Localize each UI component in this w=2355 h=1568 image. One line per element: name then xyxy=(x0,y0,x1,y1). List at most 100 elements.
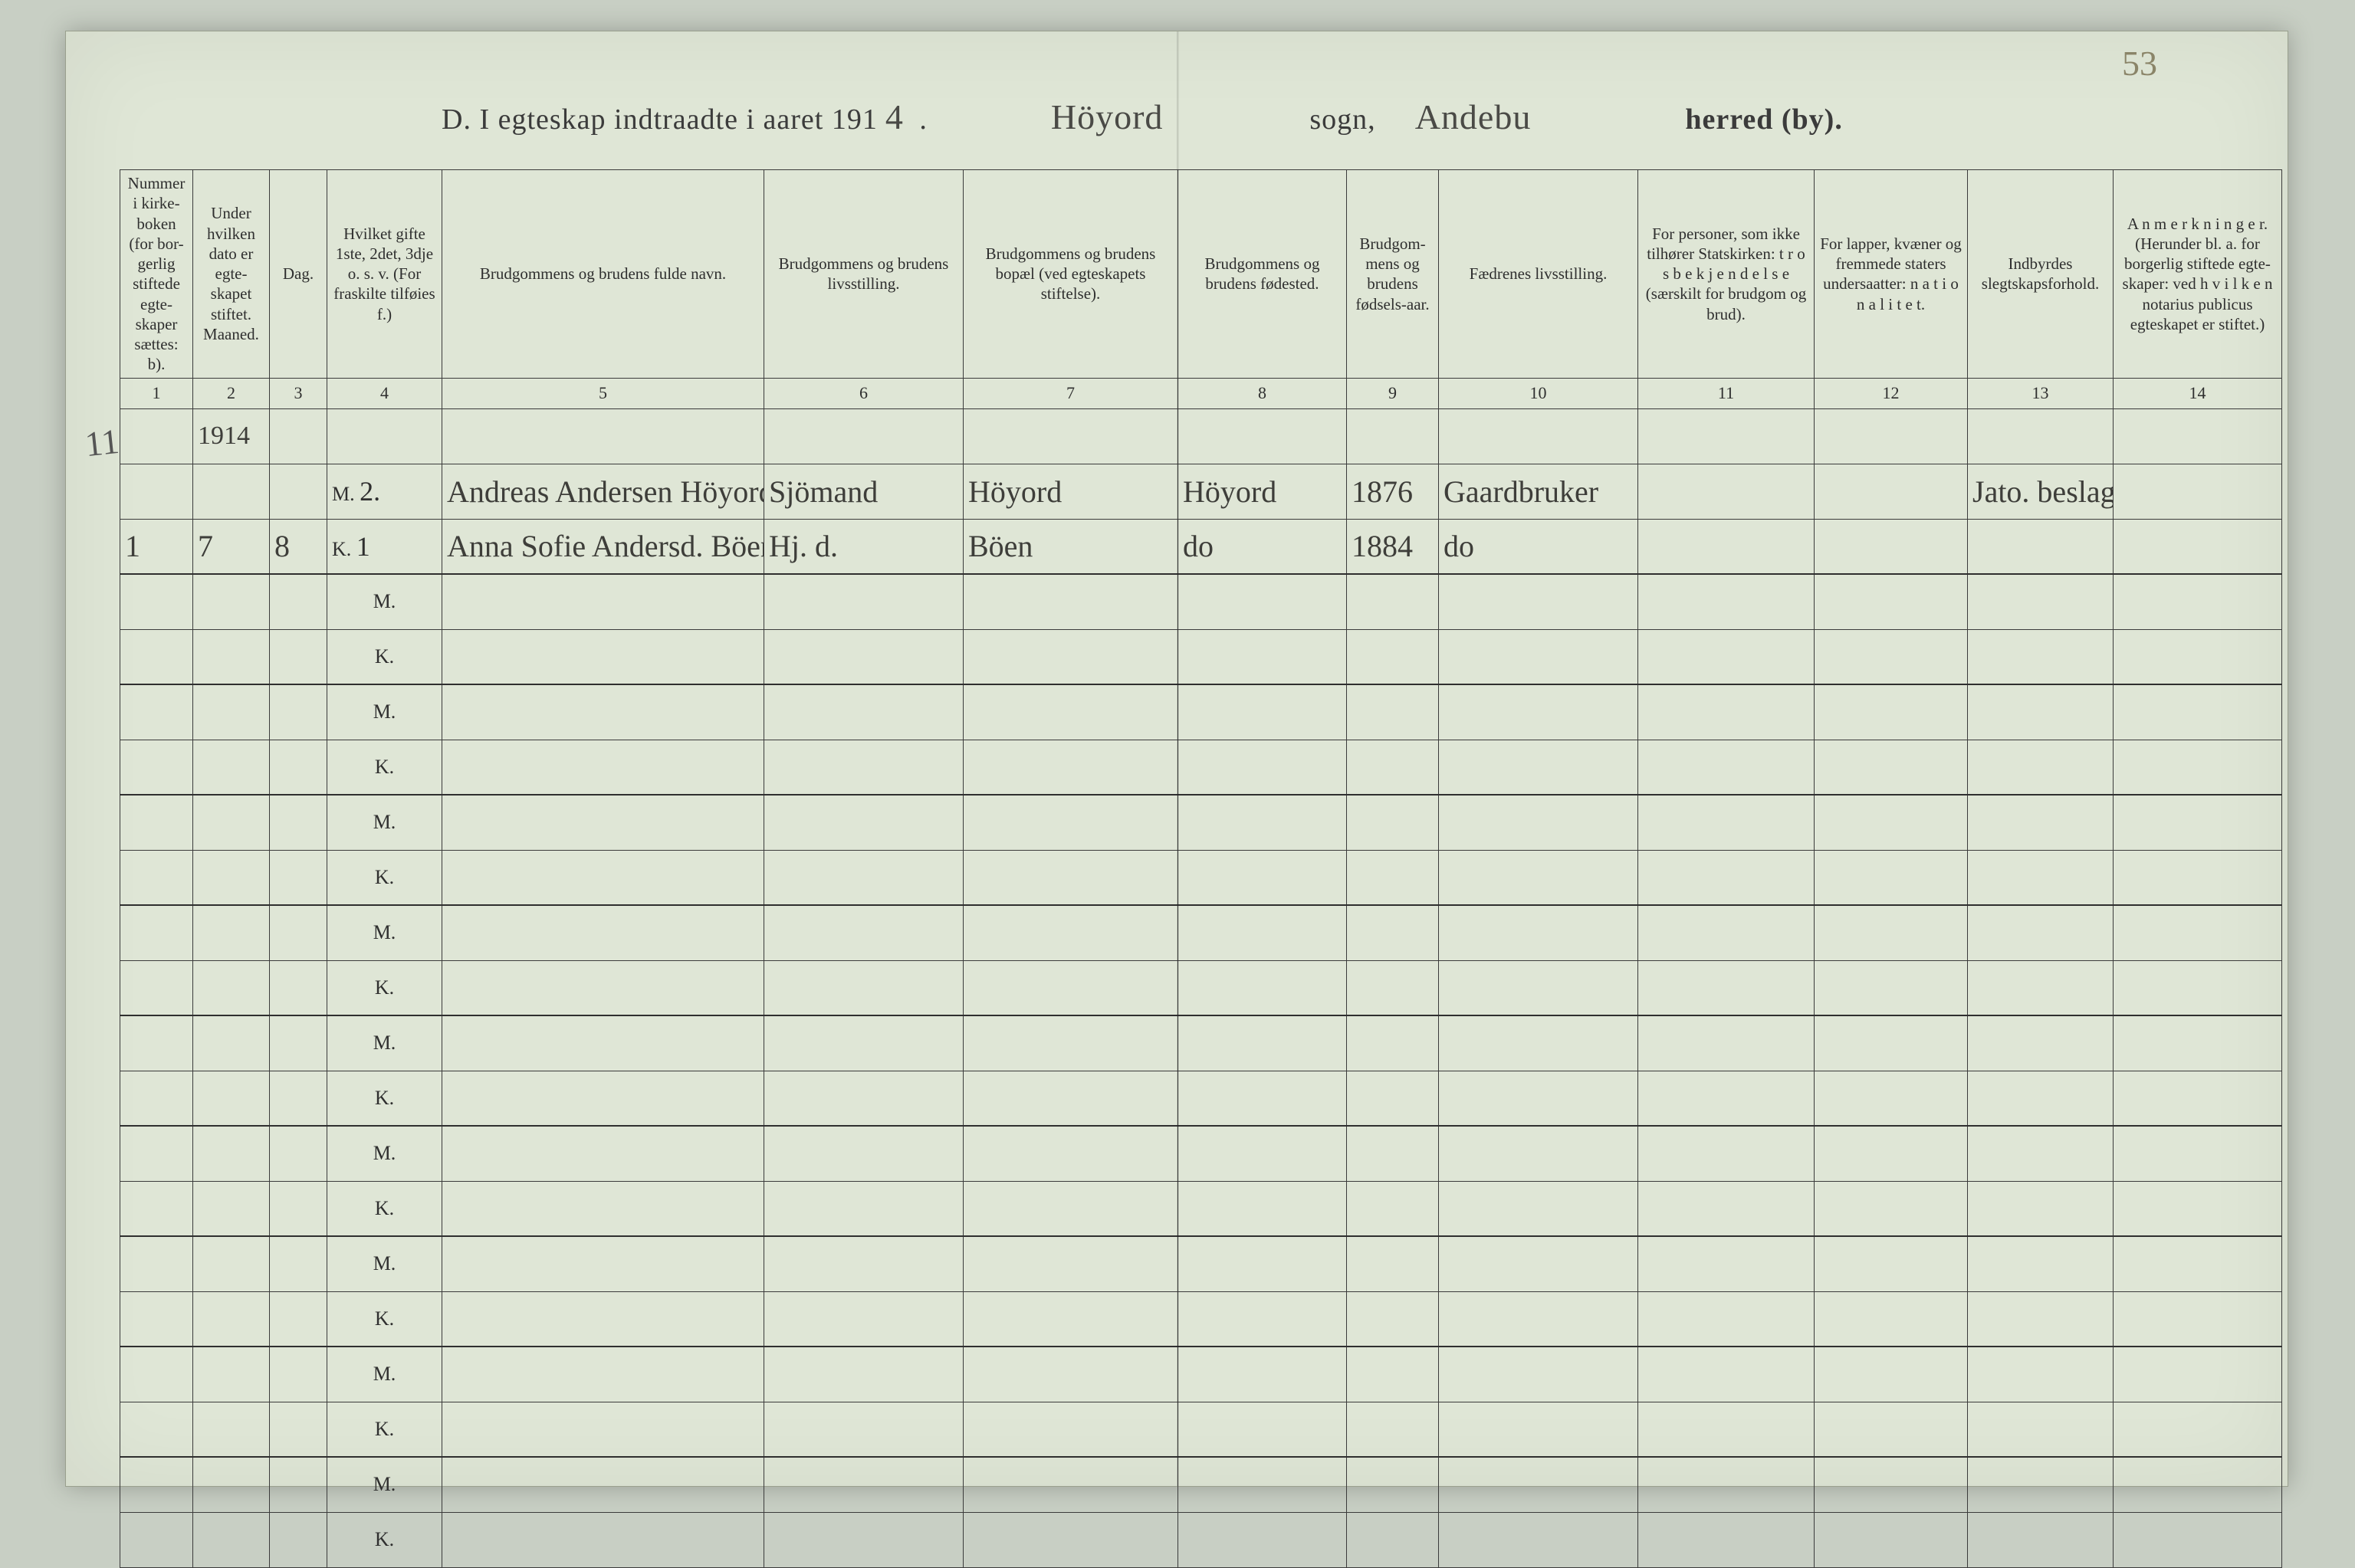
cell xyxy=(327,408,442,464)
table-row-empty: M. xyxy=(120,684,2282,740)
cell xyxy=(1347,795,1439,850)
cell xyxy=(1178,629,1347,684)
cell xyxy=(1815,905,1968,960)
cell xyxy=(270,1126,327,1181)
cell xyxy=(193,574,270,629)
cell xyxy=(1439,408,1638,464)
cell-gifte: M. 2. xyxy=(327,464,442,519)
cell xyxy=(1347,850,1439,905)
col-header: Brudgommens og brudens fødested. xyxy=(1178,170,1347,379)
cell xyxy=(964,1347,1178,1402)
cell xyxy=(964,629,1178,684)
col-number: 4 xyxy=(327,378,442,408)
cell xyxy=(1815,684,1968,740)
col-header: Brudgom-mens og brudens fødsels-aar. xyxy=(1347,170,1439,379)
cell xyxy=(193,1347,270,1402)
cell xyxy=(2114,574,2282,629)
cell xyxy=(1815,740,1968,795)
cell xyxy=(764,1126,964,1181)
cell xyxy=(2114,408,2282,464)
cell xyxy=(964,795,1178,850)
cell xyxy=(1638,1291,1815,1347)
table-row-empty: M. xyxy=(120,795,2282,850)
cell xyxy=(1178,740,1347,795)
col-header: Indbyrdes slegtskapsforhold. xyxy=(1968,170,2114,379)
cell xyxy=(1638,795,1815,850)
cell-mk: K. xyxy=(327,960,442,1015)
cell xyxy=(2114,1071,2282,1126)
cell xyxy=(1815,1402,1968,1457)
col-number: 10 xyxy=(1439,378,1638,408)
cell xyxy=(764,629,964,684)
cell xyxy=(1439,905,1638,960)
cell xyxy=(2114,795,2282,850)
table-row-empty: M. xyxy=(120,1236,2282,1291)
cell xyxy=(1968,1402,2114,1457)
cell xyxy=(1178,1347,1347,1402)
cell xyxy=(1178,1015,1347,1071)
cell xyxy=(2114,1512,2282,1567)
col-number: 5 xyxy=(442,378,764,408)
document-title: D. I egteskap indtraadte i aaret 1914 . … xyxy=(66,97,2288,137)
cell xyxy=(1178,850,1347,905)
col-header: Brudgommens og brudens bopæl (ved egtesk… xyxy=(964,170,1178,379)
cell xyxy=(442,1291,764,1347)
cell xyxy=(1638,1402,1815,1457)
cell xyxy=(270,960,327,1015)
cell xyxy=(1815,1015,1968,1071)
cell-mk: M. xyxy=(327,905,442,960)
cell xyxy=(270,1291,327,1347)
cell xyxy=(1178,684,1347,740)
cell xyxy=(1178,1126,1347,1181)
cell xyxy=(1638,464,1815,519)
cell xyxy=(1638,960,1815,1015)
cell-aar: 1884 xyxy=(1347,519,1439,574)
cell xyxy=(764,795,964,850)
col-header: For personer, som ikke tilhører Statskir… xyxy=(1638,170,1815,379)
cell xyxy=(120,1126,193,1181)
cell xyxy=(1347,629,1439,684)
cell xyxy=(1178,1402,1347,1457)
cell xyxy=(1347,1512,1439,1567)
cell xyxy=(120,1071,193,1126)
cell xyxy=(442,960,764,1015)
cell xyxy=(193,905,270,960)
cell xyxy=(764,1071,964,1126)
col-header: Under hvilken dato er egte-skapet stifte… xyxy=(193,170,270,379)
cell-mk: M. xyxy=(327,795,442,850)
cell xyxy=(120,1015,193,1071)
cell xyxy=(1439,1236,1638,1291)
cell xyxy=(964,1402,1178,1457)
cell xyxy=(964,1071,1178,1126)
cell-name: Anna Sofie Andersd. Böen xyxy=(442,519,764,574)
cell xyxy=(1968,1181,2114,1236)
cell xyxy=(1178,960,1347,1015)
year-row: 1914 xyxy=(120,408,2282,464)
table-row-empty: M. xyxy=(120,1457,2282,1512)
cell xyxy=(1968,740,2114,795)
table-body: 1914M. 2.Andreas Andersen HöyordSjömandH… xyxy=(120,408,2282,1567)
cell xyxy=(1347,960,1439,1015)
cell xyxy=(764,1015,964,1071)
cell xyxy=(442,1457,764,1512)
cell xyxy=(193,1126,270,1181)
cell xyxy=(1347,684,1439,740)
cell xyxy=(1439,850,1638,905)
cell xyxy=(1178,574,1347,629)
col-number: 14 xyxy=(2114,378,2282,408)
cell xyxy=(1968,850,2114,905)
cell xyxy=(1638,1181,1815,1236)
cell xyxy=(442,1126,764,1181)
cell xyxy=(1815,795,1968,850)
cell xyxy=(1815,960,1968,1015)
cell xyxy=(442,850,764,905)
cell-month xyxy=(193,464,270,519)
margin-annotation: 11 xyxy=(83,421,121,464)
cell xyxy=(1439,1402,1638,1457)
cell xyxy=(270,1347,327,1402)
cell xyxy=(1638,850,1815,905)
table-row-groom: M. 2.Andreas Andersen HöyordSjömandHöyor… xyxy=(120,464,2282,519)
cell xyxy=(2114,905,2282,960)
cell xyxy=(2114,1015,2282,1071)
cell xyxy=(1439,1015,1638,1071)
